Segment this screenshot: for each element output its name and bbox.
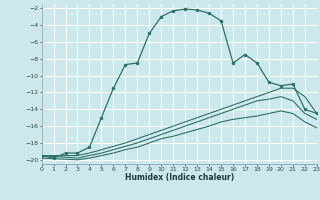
X-axis label: Humidex (Indice chaleur): Humidex (Indice chaleur): [124, 173, 234, 182]
